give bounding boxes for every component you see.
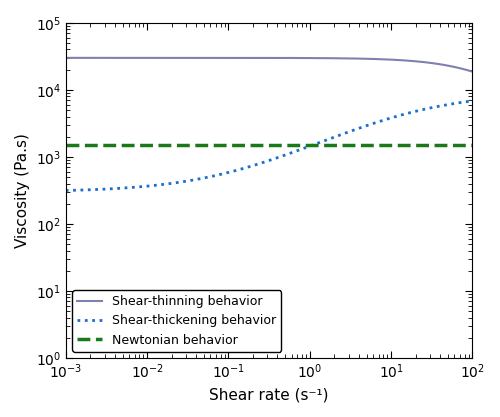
- Shear-thinning behavior: [380, 57, 386, 62]
- Shear-thinning behavior: [342, 56, 348, 61]
- Shear-thinning behavior: [63, 55, 69, 60]
- Shear-thickening behavior: [104, 186, 110, 191]
- Shear-thinning behavior: [242, 55, 248, 60]
- Line: Shear-thinning behavior: Shear-thinning behavior: [66, 58, 472, 72]
- Shear-thickening behavior: [380, 118, 386, 123]
- Shear-thickening behavior: [470, 98, 476, 103]
- Newtonian behavior: [104, 143, 110, 148]
- Newtonian behavior: [228, 143, 234, 148]
- Shear-thickening behavior: [228, 169, 234, 174]
- Y-axis label: Viscosity (Pa.s): Viscosity (Pa.s): [15, 133, 30, 248]
- Shear-thinning behavior: [104, 55, 110, 60]
- Shear-thickening behavior: [342, 131, 348, 136]
- Newtonian behavior: [63, 143, 69, 148]
- Legend: Shear-thinning behavior, Shear-thickening behavior, Newtonian behavior: Shear-thinning behavior, Shear-thickenin…: [72, 290, 281, 352]
- Newtonian behavior: [388, 143, 394, 148]
- Newtonian behavior: [342, 143, 348, 148]
- Shear-thickening behavior: [388, 116, 394, 121]
- Newtonian behavior: [242, 143, 248, 148]
- Shear-thinning behavior: [470, 69, 476, 74]
- Shear-thickening behavior: [63, 188, 69, 193]
- Shear-thinning behavior: [388, 57, 394, 62]
- Shear-thickening behavior: [242, 166, 248, 171]
- Shear-thinning behavior: [228, 55, 234, 60]
- Line: Shear-thickening behavior: Shear-thickening behavior: [66, 101, 472, 191]
- Newtonian behavior: [470, 143, 476, 148]
- X-axis label: Shear rate (s⁻¹): Shear rate (s⁻¹): [210, 387, 329, 402]
- Newtonian behavior: [380, 143, 386, 148]
